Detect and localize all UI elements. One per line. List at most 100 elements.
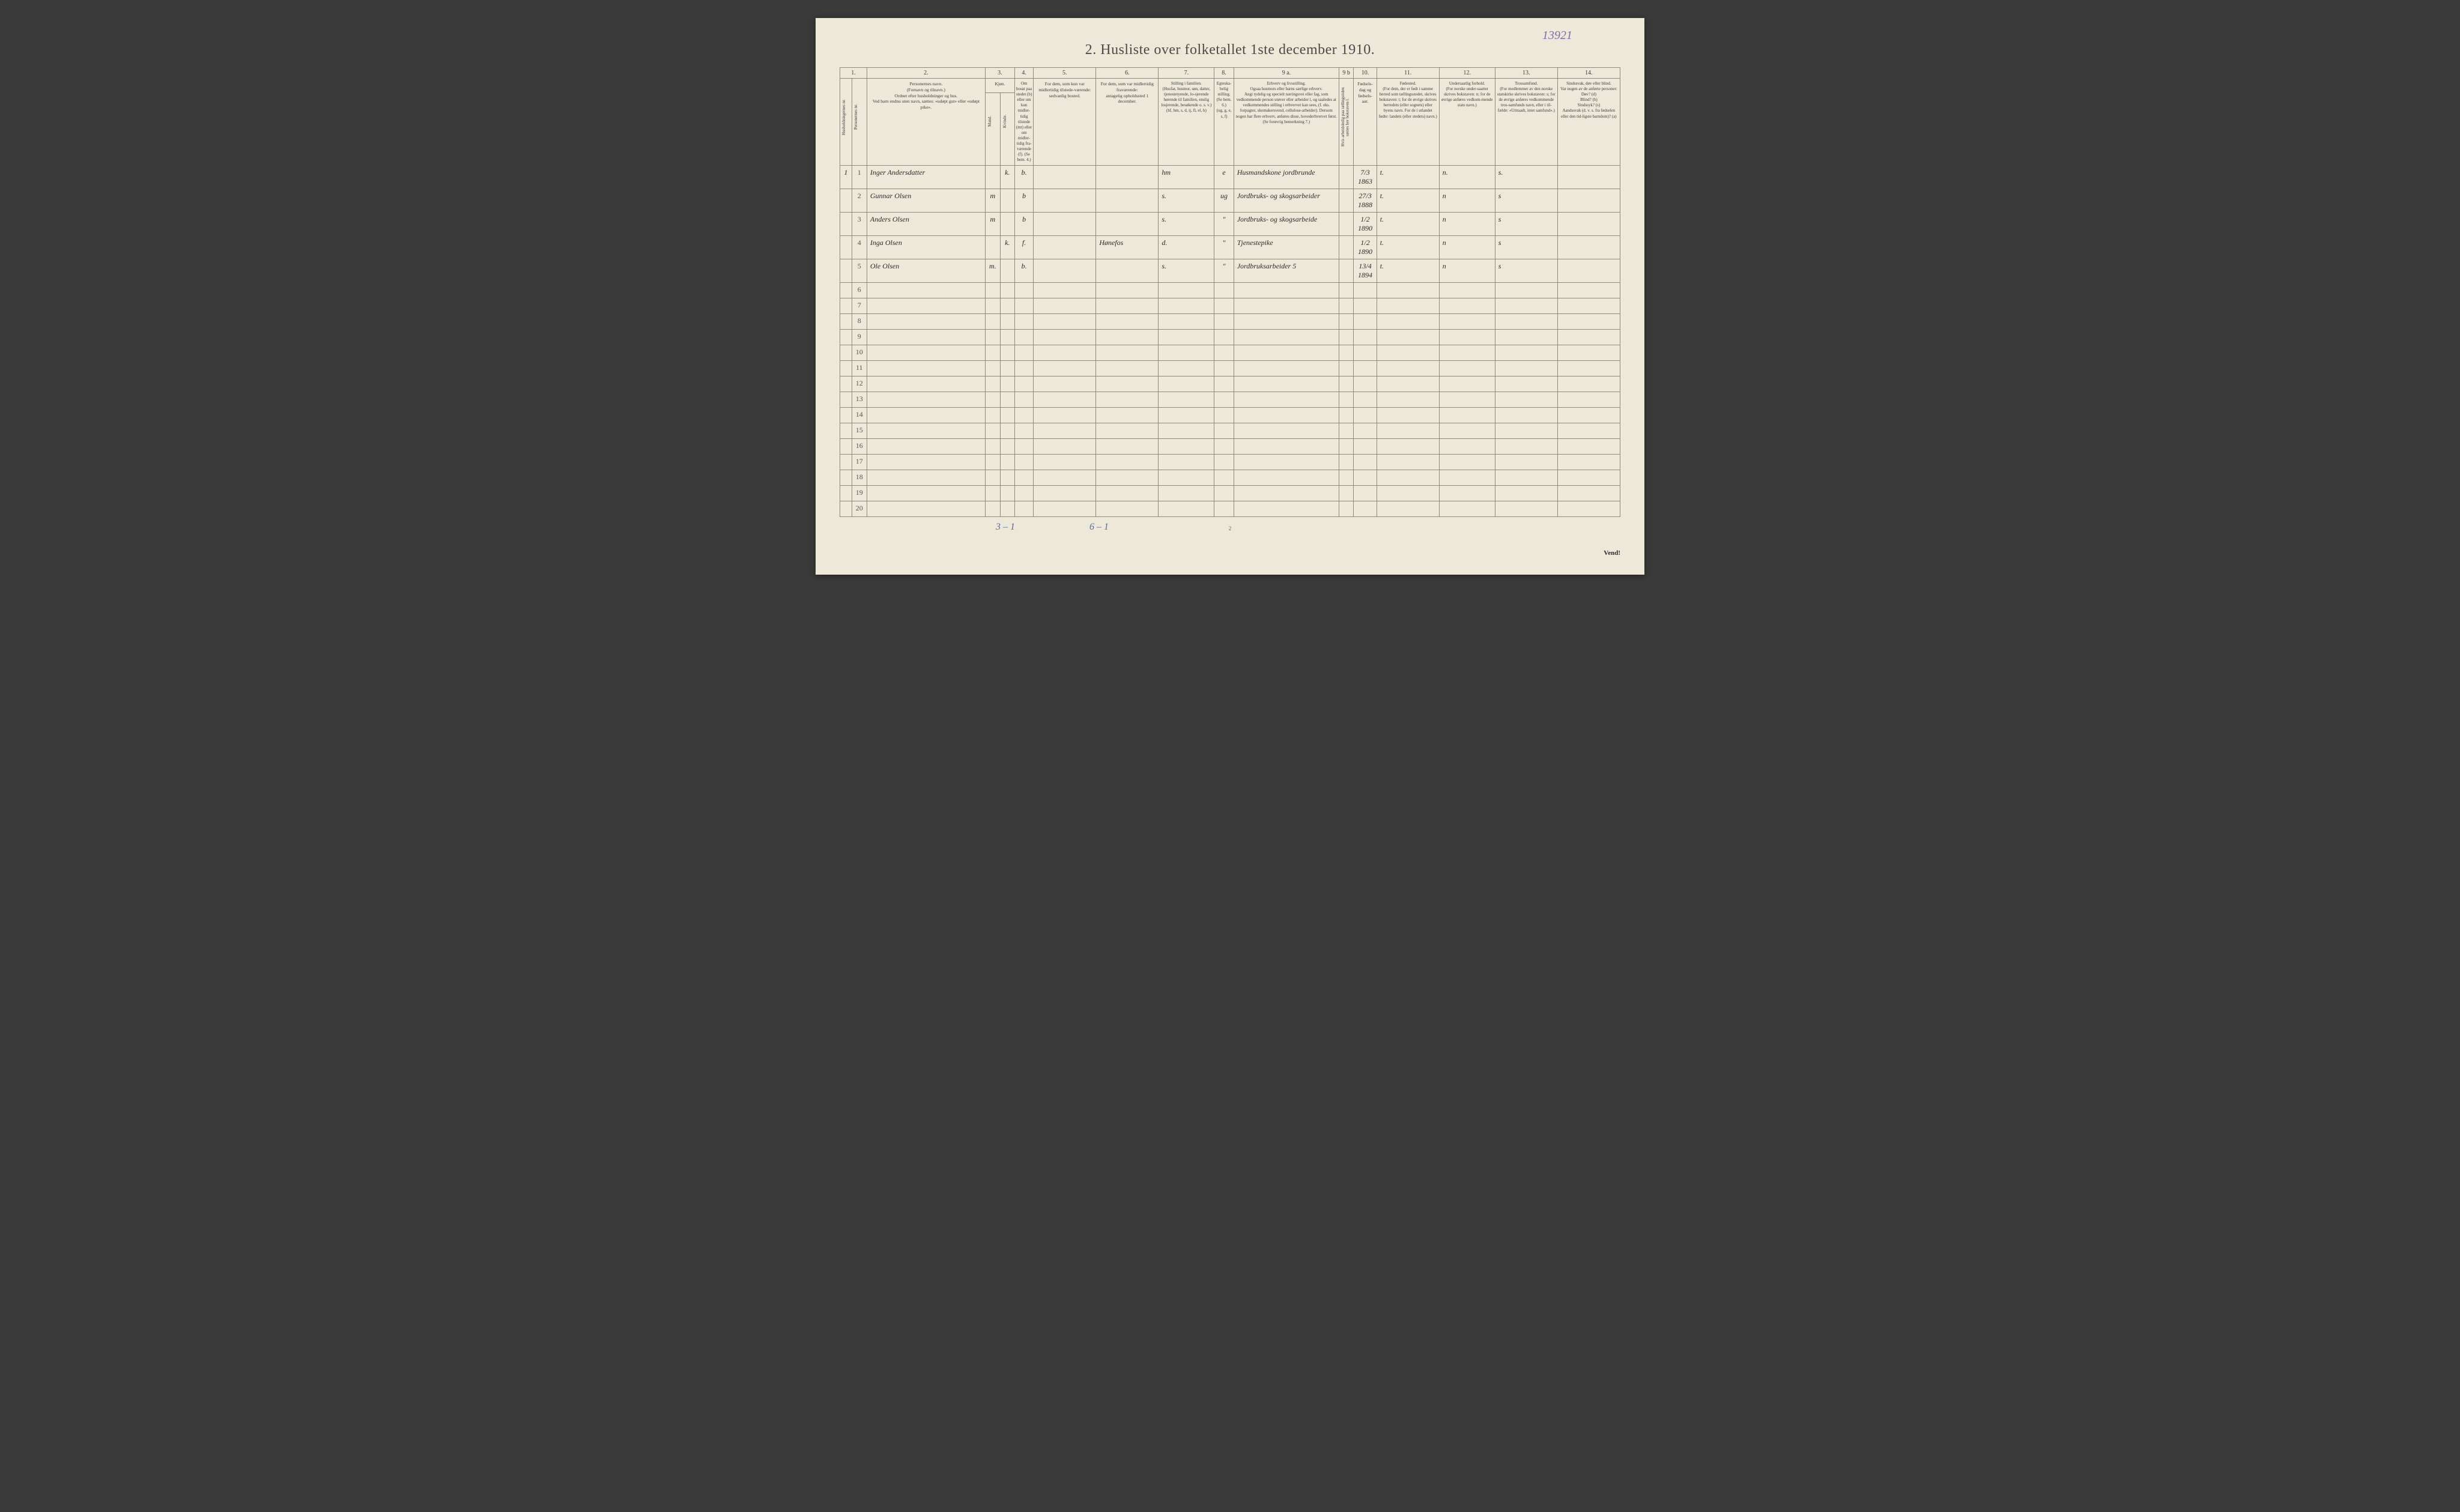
empty-cell (1096, 408, 1159, 423)
marital: e (1214, 166, 1234, 189)
empty-cell (1377, 423, 1439, 439)
census-page: 13921 2. Husliste over folketallet 1ste … (816, 18, 1644, 575)
table-row-empty: 17 (840, 455, 1620, 470)
empty-cell (1014, 423, 1033, 439)
temp-present (1034, 189, 1096, 213)
row-num: 8 (852, 314, 867, 330)
household-num (840, 501, 852, 517)
empty-cell (1014, 361, 1033, 376)
empty-cell (1495, 455, 1557, 470)
residence: b. (1014, 259, 1033, 283)
empty-cell (1159, 423, 1214, 439)
empty-cell (1557, 376, 1620, 392)
empty-cell (1096, 361, 1159, 376)
empty-cell (1377, 392, 1439, 408)
occupation: Tjenestepike (1234, 236, 1339, 259)
empty-cell (1495, 423, 1557, 439)
header-temp-absent: For dem, som var midlertidig fraværende:… (1096, 79, 1159, 166)
empty-cell (1495, 361, 1557, 376)
empty-cell (1214, 314, 1234, 330)
nationality: n. (1439, 166, 1495, 189)
header-name: Personernes navn. (Fornavn og tilnavn.) … (867, 79, 985, 166)
empty-cell (1214, 455, 1234, 470)
empty-cell (1234, 314, 1339, 330)
empty-cell (985, 283, 1000, 298)
empty-cell (1339, 330, 1354, 345)
family: s. (1159, 213, 1214, 236)
empty-cell (1014, 376, 1033, 392)
empty-cell (1354, 470, 1377, 486)
empty-cell (1159, 330, 1214, 345)
empty-cell (1439, 439, 1495, 455)
empty-cell (1000, 376, 1014, 392)
empty-cell (1495, 470, 1557, 486)
row-num: 17 (852, 455, 867, 470)
household-num (840, 298, 852, 314)
residence: f. (1014, 236, 1033, 259)
table-body: 11Inger Andersdatterk.b.hmeHusmandskone … (840, 166, 1620, 517)
household-num (840, 236, 852, 259)
name-cell: Inga Olsen (867, 236, 985, 259)
table-row-empty: 8 (840, 314, 1620, 330)
empty-cell (1354, 423, 1377, 439)
empty-cell (1439, 345, 1495, 361)
empty-cell (985, 345, 1000, 361)
row-num: 14 (852, 408, 867, 423)
row-num: 6 (852, 283, 867, 298)
empty-cell (867, 298, 985, 314)
empty-cell (1439, 408, 1495, 423)
footer-annotation-mid: 6 – 1 (1089, 522, 1109, 533)
table-row-empty: 6 (840, 283, 1620, 298)
empty-cell (867, 455, 985, 470)
name-cell: Ole Olsen (867, 259, 985, 283)
empty-cell (1159, 486, 1214, 501)
name-cell: Anders Olsen (867, 213, 985, 236)
empty-cell (1557, 455, 1620, 470)
table-row: 3Anders Olsenmbs."Jordbruks- og skogsarb… (840, 213, 1620, 236)
empty-cell (1557, 439, 1620, 455)
empty-cell (1339, 392, 1354, 408)
household-num (840, 486, 852, 501)
unemployed (1339, 189, 1354, 213)
temp-absent (1096, 166, 1159, 189)
empty-cell (1377, 408, 1439, 423)
footer-annotation-left: 3 – 1 (996, 522, 1015, 533)
empty-cell (1377, 470, 1439, 486)
marital: " (1214, 213, 1234, 236)
header-disability: Sindssvak, døv eller blind. Var nogen av… (1557, 79, 1620, 166)
nationality: n (1439, 236, 1495, 259)
empty-cell (1159, 392, 1214, 408)
empty-cell (985, 298, 1000, 314)
empty-cell (1495, 376, 1557, 392)
empty-cell (1354, 455, 1377, 470)
empty-cell (1034, 392, 1096, 408)
row-num: 19 (852, 486, 867, 501)
empty-cell (1214, 283, 1234, 298)
row-num: 15 (852, 423, 867, 439)
row-num: 5 (852, 259, 867, 283)
empty-cell (1214, 298, 1234, 314)
birthdate: 7/3 1863 (1354, 166, 1377, 189)
empty-cell (1014, 501, 1033, 517)
empty-cell (985, 376, 1000, 392)
table-row-empty: 14 (840, 408, 1620, 423)
empty-cell (1214, 423, 1234, 439)
empty-cell (985, 314, 1000, 330)
temp-absent (1096, 259, 1159, 283)
empty-cell (867, 361, 985, 376)
empty-cell (1354, 439, 1377, 455)
empty-cell (1557, 314, 1620, 330)
col-num-7: 7. (1159, 68, 1214, 79)
name-cell: Gunnar Olsen (867, 189, 985, 213)
empty-cell (867, 408, 985, 423)
empty-cell (867, 423, 985, 439)
household-num (840, 408, 852, 423)
empty-cell (1034, 314, 1096, 330)
row-num: 18 (852, 470, 867, 486)
empty-cell (1557, 361, 1620, 376)
empty-cell (1014, 455, 1033, 470)
birthplace: t. (1377, 213, 1439, 236)
table-row: 4Inga Olsenk.f.Hønefosd."Tjenestepike1/2… (840, 236, 1620, 259)
nationality: n (1439, 213, 1495, 236)
disability (1557, 213, 1620, 236)
